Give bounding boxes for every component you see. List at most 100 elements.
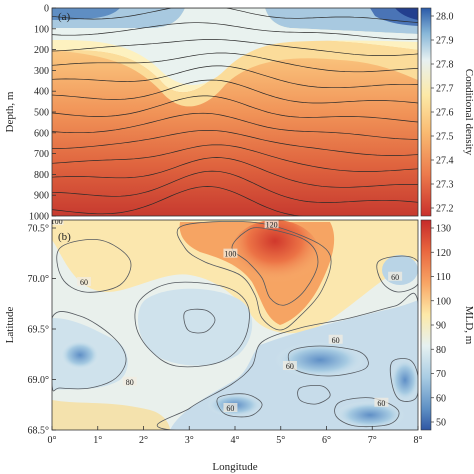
mld-contour [376, 255, 418, 293]
colorbar-tick-label: 27.3 [436, 180, 454, 191]
latitude-axis-title: Latitude [4, 307, 16, 344]
contour-label-bg [264, 220, 279, 229]
colorbar-tick-label: 90 [436, 321, 446, 332]
mld-field: 120 100 100 60 60 60 60 60 60 80 [51, 217, 418, 430]
surface-darkest [395, 8, 418, 20]
latitude-tick-label: 69.5° [28, 325, 50, 336]
panel-b: 120 100 100 60 60 60 60 60 60 80 (b) 70.5° 70.0° 69… [4, 217, 474, 473]
colorbar-b-ticks: 130 120 110 100 90 80 70 60 50 [431, 224, 451, 429]
longitude-tick-label: 5° [276, 435, 285, 446]
longitude-tick-label: 3° [185, 435, 194, 446]
density-contour [52, 129, 418, 156]
depth-tick-label: 0 [44, 4, 49, 15]
colorbar-b-title: MLD, m [463, 306, 474, 345]
mld-contour [389, 358, 418, 402]
density-contour [52, 144, 418, 172]
colorbar-tick-label: 130 [436, 224, 451, 235]
latitude-tick-label: 68.5° [28, 426, 50, 437]
mld-contour [56, 239, 132, 293]
contour-label: 60 [377, 399, 385, 408]
colorbar-tick-label: 100 [436, 296, 451, 307]
longitude-tick-label: 2° [139, 435, 148, 446]
mld-contour [216, 393, 263, 418]
density-contour [52, 39, 418, 56]
depth-tick-label: 200 [34, 45, 49, 56]
density-contours [52, 8, 418, 216]
surface-white-band [52, 8, 418, 85]
longitude-tick-label: 1° [93, 435, 102, 446]
density-band-2 [52, 39, 418, 107]
longitude-tick-label: 0° [48, 435, 57, 446]
colorbar-tick-label: 27.6 [436, 108, 454, 119]
depth-axis-title: Depth, m [4, 91, 16, 132]
colorbar-a-ticks: 28.0 27.9 27.8 27.7 27.6 27.5 27.4 27.3 27.2 [431, 12, 454, 215]
mld-contour [183, 308, 216, 334]
depth-tick-label: 500 [34, 108, 49, 119]
depth-tick-label: 600 [34, 128, 49, 139]
surface-blue-left-deep [52, 8, 120, 20]
depth-tick-label: 400 [34, 87, 49, 98]
colorbar-tick-label: 28.0 [436, 12, 454, 23]
colorbar-tick-label: 27.7 [436, 84, 454, 95]
depth-tick-label: 300 [34, 66, 49, 77]
contour-label: 60 [80, 278, 88, 287]
contour-label-bg [52, 220, 64, 226]
panel-a-label: (a) [58, 11, 71, 23]
colorbar-tick-label: 80 [436, 345, 446, 356]
latitude-axis: 70.5° 70.0° 69.5° 69.0° 68.5° [28, 224, 56, 437]
longitude-tick-label: 7° [368, 435, 377, 446]
depth-tick-label: 800 [34, 170, 49, 181]
density-field [52, 8, 418, 216]
contour-label: 60 [226, 404, 234, 413]
longitude-tick-label: 4° [231, 435, 240, 446]
contour-label-bg [282, 361, 297, 370]
density-contour [52, 95, 418, 123]
latitude-tick-label: 70.5° [28, 224, 50, 235]
colorbar-tick-label: 50 [436, 418, 446, 429]
contour-label: 60 [332, 336, 340, 345]
contour-label-bg [223, 248, 238, 258]
depth-tick-label: 700 [34, 149, 49, 160]
contour-label-bg [77, 277, 92, 286]
panel-a: (a) 0 100 200 300 400 500 600 700 800 900 1000 Dep… [4, 4, 474, 223]
mld-contour [156, 293, 418, 430]
contour-label: 100 [51, 217, 63, 226]
mld-cool-spot-5 [60, 340, 100, 370]
colorbar-tick-label: 27.2 [436, 204, 454, 215]
density-contour [52, 170, 418, 203]
colorbar-a: 28.0 27.9 27.8 27.7 27.6 27.5 27.4 27.3 27.2 Con… [420, 7, 474, 217]
colorbar-a-title: Conditional density [463, 69, 474, 156]
contour-label-bg [328, 334, 343, 344]
mld-contour [231, 227, 319, 306]
depth-tick-label: 100 [34, 24, 49, 35]
colorbar-tick-label: 110 [436, 272, 451, 283]
density-contour [52, 186, 365, 216]
mld-contour [297, 385, 331, 405]
density-contour [52, 52, 418, 73]
contour-label: 120 [266, 220, 278, 229]
depth-tick-label: 1000 [29, 212, 49, 223]
colorbar-a-bar [420, 7, 432, 217]
mld-cool-region-1 [137, 288, 253, 366]
density-contour [52, 8, 418, 23]
mld-contour [52, 311, 127, 392]
longitude-axis-title: Longitude [212, 461, 257, 473]
mld-cool-spot-4 [390, 358, 418, 402]
density-contour [52, 22, 418, 40]
contour-label: 100 [224, 250, 236, 259]
mld-cool-spot-2 [335, 401, 405, 429]
longitude-axis: 0° 1° 2° 3° 4° 5° 6° 7° 8° [48, 426, 423, 446]
colorbar-tick-label: 60 [436, 393, 446, 404]
colorbar-tick-label: 120 [436, 248, 451, 259]
mld-contour-labels: 120 100 100 60 60 60 60 60 60 80 [51, 217, 403, 413]
mld-contour [334, 397, 400, 428]
mld-cool-spot-1 [275, 342, 365, 378]
contour-label-bg [388, 271, 403, 281]
contour-label: 80 [126, 378, 134, 387]
depth-tick-label: 900 [34, 191, 49, 202]
mld-warm-bottom [52, 400, 170, 430]
longitude-tick-label: 6° [322, 435, 331, 446]
mld-contour [134, 281, 250, 368]
depth-axis: 0 100 200 300 400 500 600 700 800 900 1000 [29, 4, 56, 223]
